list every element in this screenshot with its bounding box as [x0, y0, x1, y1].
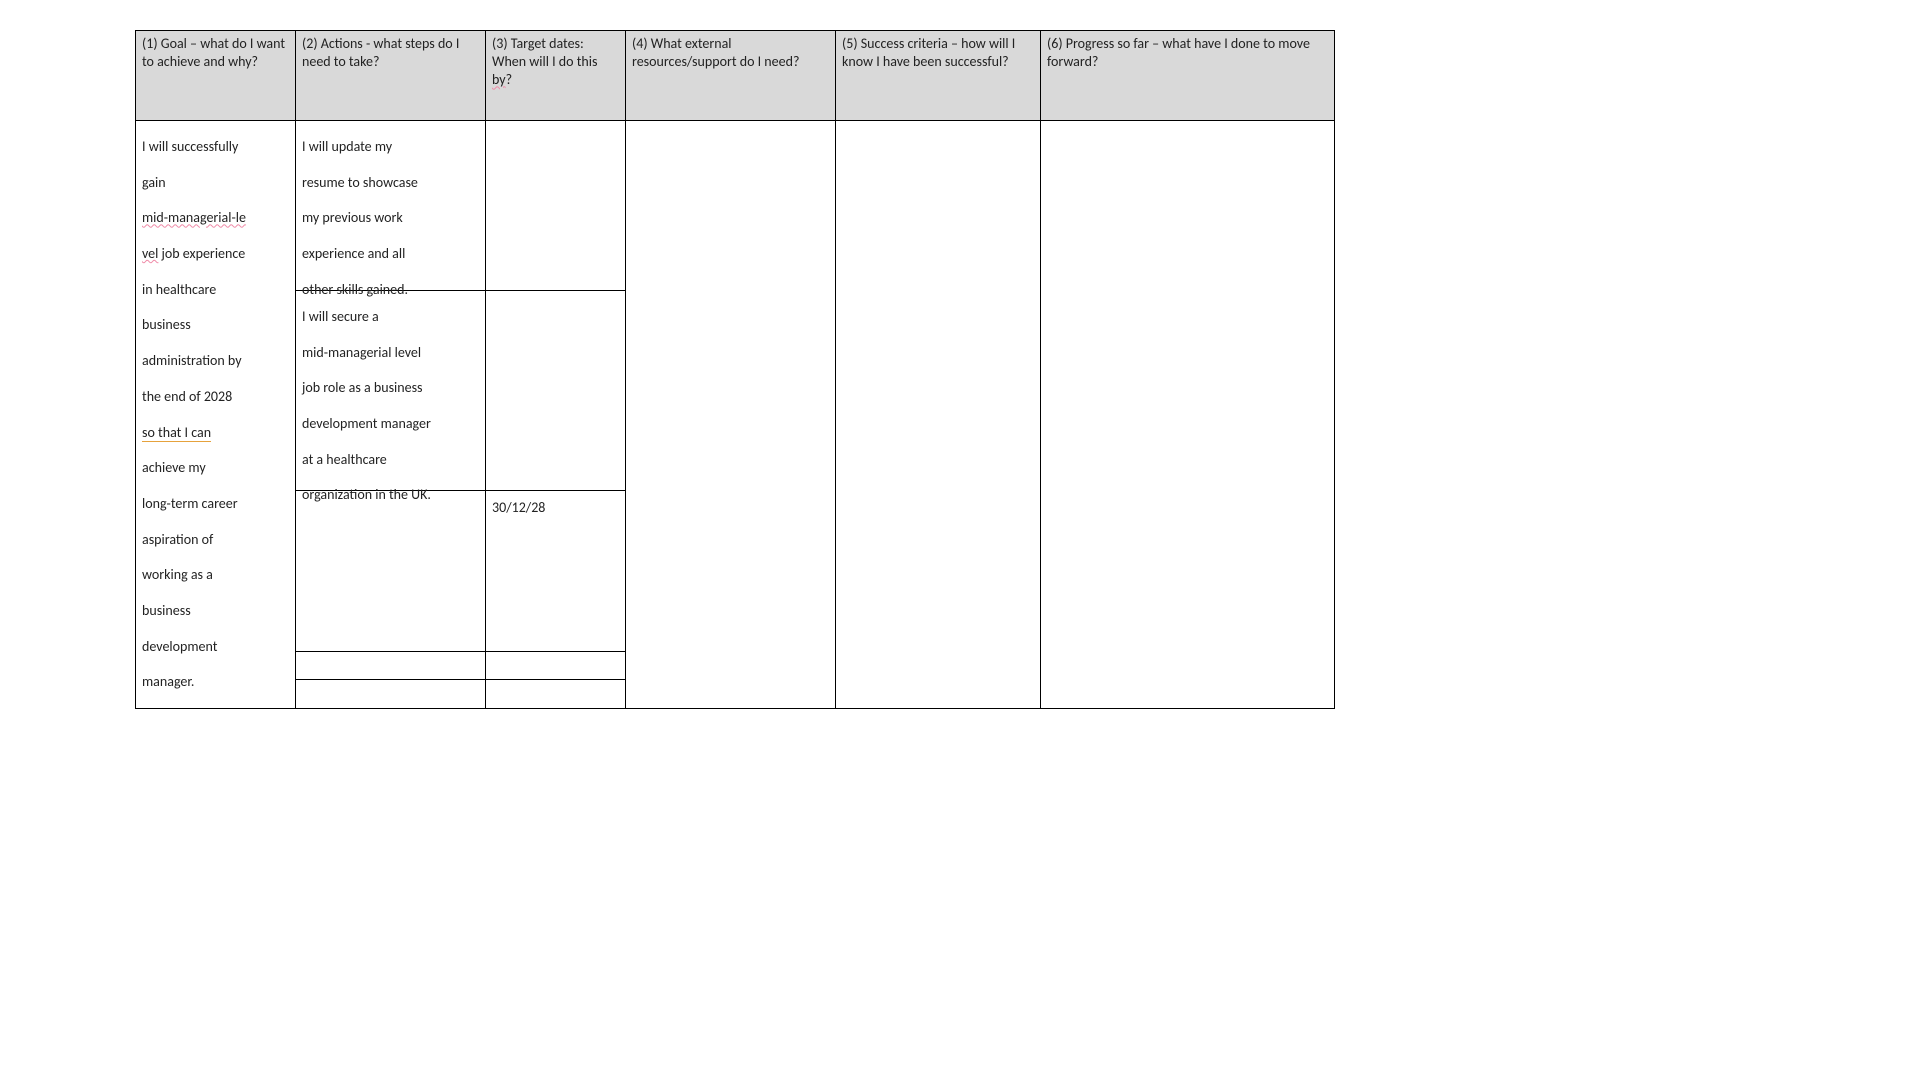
target-body: 30/12/28: [486, 121, 625, 708]
goal-line: mid-managerial-le: [142, 200, 289, 236]
target-row-1: [486, 121, 625, 291]
goal-line: gain: [142, 165, 289, 201]
goal-line: vel job experience: [142, 236, 289, 272]
resources-cell: [626, 121, 835, 708]
goal-line: aspiration of: [142, 522, 289, 558]
goal-line: I will successfully: [142, 129, 289, 165]
action-row-3: [296, 491, 485, 652]
col-resources: (4) What external resources/support do I…: [626, 31, 836, 708]
goal-line: the end of 2028: [142, 379, 289, 415]
progress-cell: [1041, 121, 1334, 708]
goal-line: working as a: [142, 557, 289, 593]
header-resources: (4) What external resources/support do I…: [626, 31, 835, 121]
target-row-3: 30/12/28: [486, 491, 625, 652]
target-row-2: [486, 291, 625, 491]
header-actions: (2) Actions - what steps do I need to ta…: [296, 31, 485, 121]
target-row-5: [486, 680, 625, 708]
actions-body: I will update my resume to showcase my p…: [296, 121, 485, 708]
header-target: (3) Target dates: When will I do this by…: [486, 31, 625, 121]
goal-line: development: [142, 629, 289, 665]
target-row-4: [486, 652, 625, 680]
header-success: (5) Success criteria – how will I know I…: [836, 31, 1040, 121]
goal-line: in healthcare: [142, 272, 289, 308]
action-row-5: [296, 680, 485, 708]
col-actions: (2) Actions - what steps do I need to ta…: [296, 31, 486, 708]
goal-line: administration by: [142, 343, 289, 379]
goal-line: achieve my: [142, 450, 289, 486]
goal-cell: I will successfully gain mid-managerial-…: [136, 121, 295, 708]
header-goal: (1) Goal – what do I want to achieve and…: [136, 31, 295, 121]
col-success: (5) Success criteria – how will I know I…: [836, 31, 1041, 708]
goal-line: business: [142, 307, 289, 343]
goal-line: long-term career: [142, 486, 289, 522]
goal-line: so that I can: [142, 415, 289, 451]
col-progress: (6) Progress so far – what have I done t…: [1041, 31, 1334, 708]
header-progress: (6) Progress so far – what have I done t…: [1041, 31, 1334, 121]
action-row-1: I will update my resume to showcase my p…: [296, 121, 485, 291]
success-cell: [836, 121, 1040, 708]
action-row-2: I will secure a mid-managerial level job…: [296, 291, 485, 491]
col-goal: (1) Goal – what do I want to achieve and…: [136, 31, 296, 708]
goal-line: business: [142, 593, 289, 629]
planning-table: (1) Goal – what do I want to achieve and…: [135, 30, 1335, 709]
col-target: (3) Target dates: When will I do this by…: [486, 31, 626, 708]
action-row-4: [296, 652, 485, 680]
goal-line: manager.: [142, 664, 289, 700]
